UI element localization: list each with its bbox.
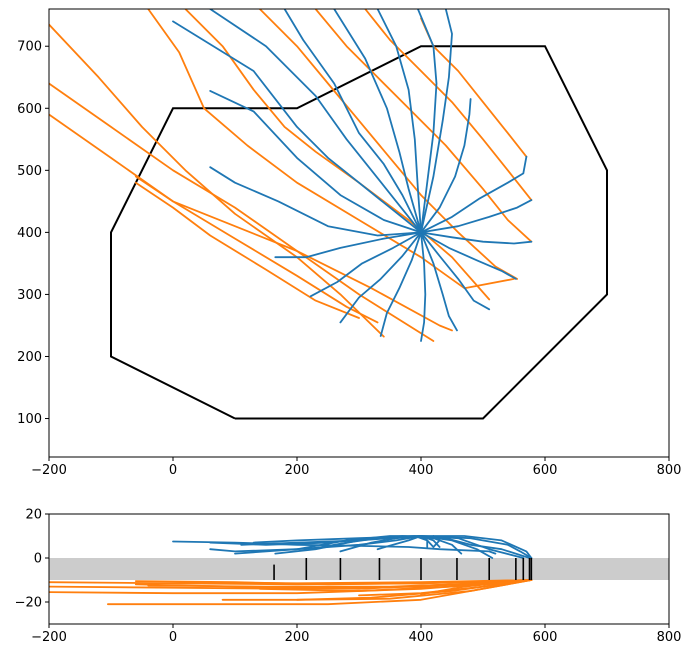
top-blue-line-1 [420,155,528,234]
side-orange-line-9 [221,579,533,601]
side-xtick-label: 400 [409,630,434,645]
top-blue-line-18 [376,9,422,234]
top-plot-area [49,9,608,420]
side-blue-line-9 [252,535,533,559]
top-blue-line-0 [420,98,472,234]
side-plot-area [49,535,669,606]
top-blue-line-5 [420,231,491,311]
top-blue-line-15 [209,9,422,234]
side-ytick-label: 20 [25,508,42,523]
top-ytick-label: 400 [17,226,42,241]
side-orange-line-12 [420,579,533,596]
side-xtick-label: 200 [285,630,310,645]
top-blue-line-14 [172,20,422,234]
side-xtick-label: −200 [31,630,67,645]
top-orange-line-6 [147,9,515,290]
top-xtick-label: 600 [533,463,558,478]
top-axis-ticks: −200 0 200 400 600 800 100 200 300 400 500 600 700 [17,40,681,478]
top-xtick-label: 800 [657,463,682,478]
side-blue-line-1 [209,535,531,559]
top-orange-line-9 [364,9,533,202]
top-orange-line-5 [184,9,491,301]
side-axes-frame [48,513,670,625]
top-blue-line-19 [416,9,438,234]
top-blue-line-16 [283,9,422,234]
top-blue-line-3 [420,231,533,245]
top-xtick-label: 400 [409,463,434,478]
top-blue-line-12 [209,166,422,237]
top-blue-line-6 [420,231,458,332]
top-ytick-label: 300 [17,288,42,303]
top-orange-line-4 [134,175,453,332]
ground-band [49,558,669,580]
top-view-panel: −200 0 200 400 600 800 100 200 300 400 500 600 700 [17,8,681,478]
top-blue-line-11 [274,231,422,259]
top-xtick-label: −200 [31,463,67,478]
top-blue-line-9 [339,231,422,324]
side-xtick-label: 600 [533,630,558,645]
top-orange-line-7 [258,9,518,280]
boundary-polygon [110,45,608,420]
top-orange-line-1 [49,82,435,342]
top-ytick-label: 500 [17,164,42,179]
side-orange-line-5 [184,579,533,585]
side-orange-line-11 [358,579,533,597]
side-xtick-label: 800 [657,630,682,645]
top-blue-line-7 [420,231,427,342]
top-ytick-label: 700 [17,40,42,55]
top-blue-line-17 [333,9,422,234]
top-blue-line-2 [420,199,533,234]
top-blue-line-10 [309,231,422,298]
top-axes-frame [48,8,670,458]
side-xtick-label: 0 [169,630,177,645]
side-blue-line-10 [240,535,533,559]
top-orange-line-8 [314,9,533,243]
top-ytick-label: 200 [17,350,42,365]
top-xtick-label: 200 [285,463,310,478]
top-orange-line-2 [49,113,379,324]
top-blue-line-20 [420,9,453,234]
top-blue-line-13 [209,90,422,234]
top-orange-line-3 [134,181,360,319]
top-xtick-label: 0 [169,463,177,478]
top-blue-line-4 [420,231,517,280]
top-ytick-label: 600 [17,102,42,117]
side-ytick-label: 0 [34,552,42,567]
top-ytick-label: 100 [17,412,42,427]
top-blue-line-8 [379,231,422,337]
side-ytick-label: −20 [15,596,42,611]
